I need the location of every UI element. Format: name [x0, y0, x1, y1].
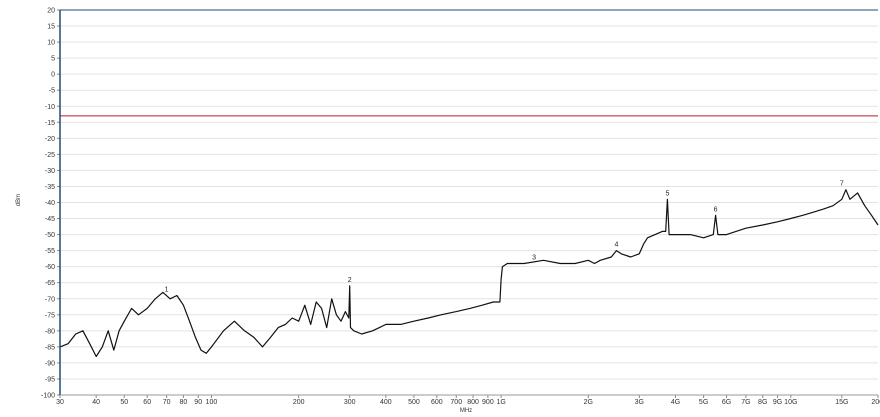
y-tick-label: -95 [45, 376, 55, 383]
y-tick-label: -20 [45, 136, 55, 143]
x-tick-label: 70 [163, 399, 171, 406]
y-tick-label: -10 [45, 104, 55, 111]
x-tick-label: 5G [699, 399, 708, 406]
marker-label: 7 [840, 181, 844, 188]
spectrum-trace [59, 189, 879, 358]
y-tick-label: -80 [45, 328, 55, 335]
y-tick-label: -60 [45, 264, 55, 271]
marker-label: 6 [714, 206, 718, 213]
y-axis-label: dBm [16, 194, 22, 206]
y-tick-label: -50 [45, 232, 55, 239]
y-tick-label: -100 [41, 393, 55, 400]
x-tick-label: 50 [120, 399, 128, 406]
x-tick-label: 10G [784, 399, 797, 406]
x-tick-labels: 30 40 50 60 70 80 90 100 200 300 400 500 600 700 800 90… [56, 399, 880, 406]
grid-lines [57, 9, 879, 398]
y-tick-label: -30 [45, 168, 55, 175]
x-tick-label: 200 [293, 399, 305, 406]
y-tick-label: 5 [51, 56, 55, 63]
x-tick-label: 80 [179, 399, 187, 406]
y-tick-label: -15 [45, 120, 55, 127]
y-tick-label: -35 [45, 184, 55, 191]
x-tick-label: 700 [450, 399, 462, 406]
y-tick-label: 10 [47, 40, 55, 47]
y-tick-label: -40 [45, 200, 55, 207]
y-tick-label: 0 [51, 72, 55, 79]
marker-label: 1 [165, 287, 169, 294]
x-tick-label: 9G [773, 399, 782, 406]
x-tick-label: 40 [92, 399, 100, 406]
x-tick-label: 900 [482, 399, 494, 406]
trace-group [59, 189, 879, 358]
x-tick-label: 500 [408, 399, 420, 406]
y-tick-labels: 20 15 10 5 0 -5 -10 -15 -20 -25 -30 -35 -40 -45 -50 -55… [41, 8, 55, 400]
y-tick-label: -5 [49, 88, 55, 95]
x-tick-label: 800 [467, 399, 479, 406]
y-tick-label: -90 [45, 360, 55, 367]
y-tick-label: -45 [45, 216, 55, 223]
x-tick-label: 4G [671, 399, 680, 406]
x-tick-label: 30 [56, 399, 64, 406]
x-tick-label: 6G [722, 399, 731, 406]
y-tick-label: -25 [45, 152, 55, 159]
x-tick-label: 8G [758, 399, 767, 406]
y-tick-label: -70 [45, 296, 55, 303]
x-tick-label: 300 [344, 399, 356, 406]
x-tick-label: 400 [380, 399, 392, 406]
x-tick-label: 3G [635, 399, 644, 406]
marker-label: 4 [614, 242, 618, 249]
x-tick-label: 600 [431, 399, 443, 406]
marker-label: 5 [665, 190, 669, 197]
y-tick-label: 15 [47, 24, 55, 31]
x-tick-label: 60 [143, 399, 151, 406]
x-tick-label: 90 [194, 399, 202, 406]
x-tick-label: 7G [741, 399, 750, 406]
y-tick-label: -65 [45, 280, 55, 287]
marker-label: 3 [532, 254, 536, 261]
x-axis-label: MHz [460, 408, 472, 414]
x-tick-label: 100 [206, 399, 218, 406]
marker-label: 2 [348, 277, 352, 284]
marker-group: 1 2 3 4 5 6 7 [165, 181, 844, 294]
y-tick-label: 20 [47, 8, 55, 15]
y-tick-label: -85 [45, 344, 55, 351]
x-tick-label: 2G [584, 399, 593, 406]
y-tick-label: -75 [45, 312, 55, 319]
x-tick-label: 15G [835, 399, 848, 406]
x-tick-label: 20G [871, 399, 880, 406]
x-tick-label: 1G [496, 399, 505, 406]
y-tick-label: -55 [45, 248, 55, 255]
